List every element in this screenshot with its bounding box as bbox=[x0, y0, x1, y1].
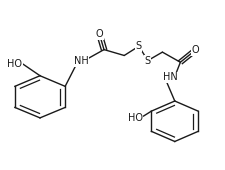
Text: O: O bbox=[95, 29, 103, 39]
Text: S: S bbox=[144, 56, 150, 66]
Text: O: O bbox=[190, 45, 198, 55]
Text: HO: HO bbox=[127, 113, 142, 123]
Text: NH: NH bbox=[74, 56, 88, 66]
Text: HO: HO bbox=[7, 59, 22, 69]
Text: HN: HN bbox=[162, 72, 177, 82]
Text: S: S bbox=[135, 41, 141, 51]
